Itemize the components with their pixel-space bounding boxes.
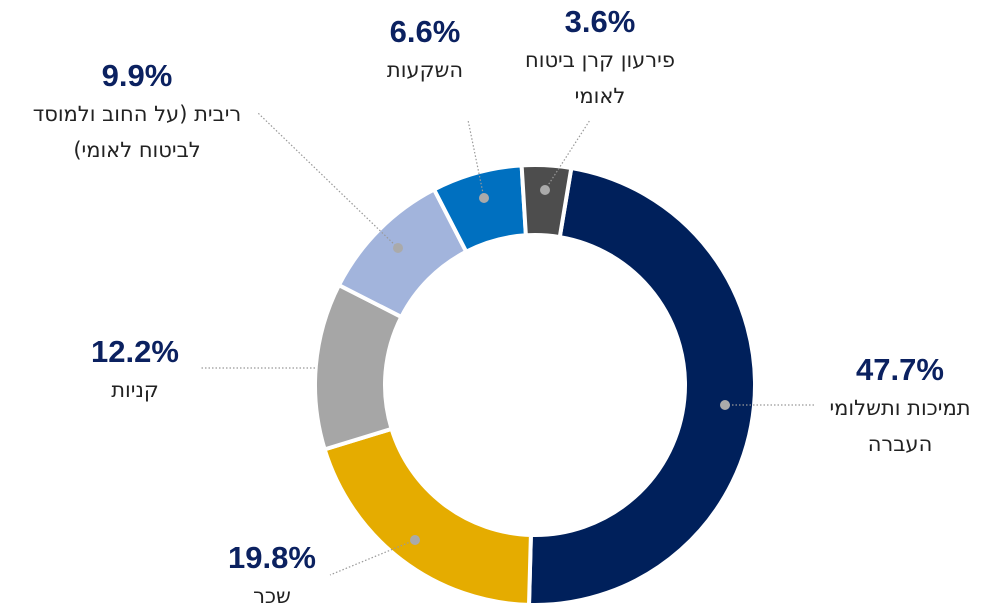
category-label: שכר [253, 584, 291, 608]
value-label: 12.2% [91, 334, 179, 369]
leader-dot [540, 185, 550, 195]
value-label: 47.7% [856, 352, 944, 387]
leader-dot [479, 193, 489, 203]
slice-label: 6.6% השקעות [365, 12, 485, 88]
category-label: ריבית (על החוב ולמוסד לביטוח לאומי) [32, 102, 242, 162]
leader-dot [720, 400, 730, 410]
leader-dot [393, 243, 403, 253]
leader-line [329, 539, 416, 576]
value-label: 6.6% [389, 14, 461, 49]
leader-dot [410, 535, 420, 545]
value-label: 3.6% [564, 4, 636, 39]
category-label: קניות [111, 378, 159, 402]
category-label: פירעון קרן ביטוח לאומי [525, 48, 675, 108]
leader-line [467, 119, 485, 199]
leader-line [257, 112, 399, 249]
slice-label: 19.8% שכר [212, 538, 332, 614]
slice-label: 47.7% תמיכות ותשלומי העברה [810, 350, 990, 462]
slice-label: 9.9% ריבית (על החוב ולמוסד לביטוח לאומי) [2, 56, 272, 168]
slice [519, 163, 574, 240]
slice [322, 426, 533, 607]
slice [526, 165, 757, 607]
category-label: תמיכות ותשלומי העברה [829, 396, 971, 456]
value-label: 19.8% [228, 540, 316, 575]
category-label: השקעות [386, 58, 464, 82]
slice-label: 3.6% פירעון קרן ביטוח לאומי [505, 2, 695, 114]
slice-label: 12.2% קניות [75, 332, 195, 408]
value-label: 9.9% [101, 58, 173, 93]
